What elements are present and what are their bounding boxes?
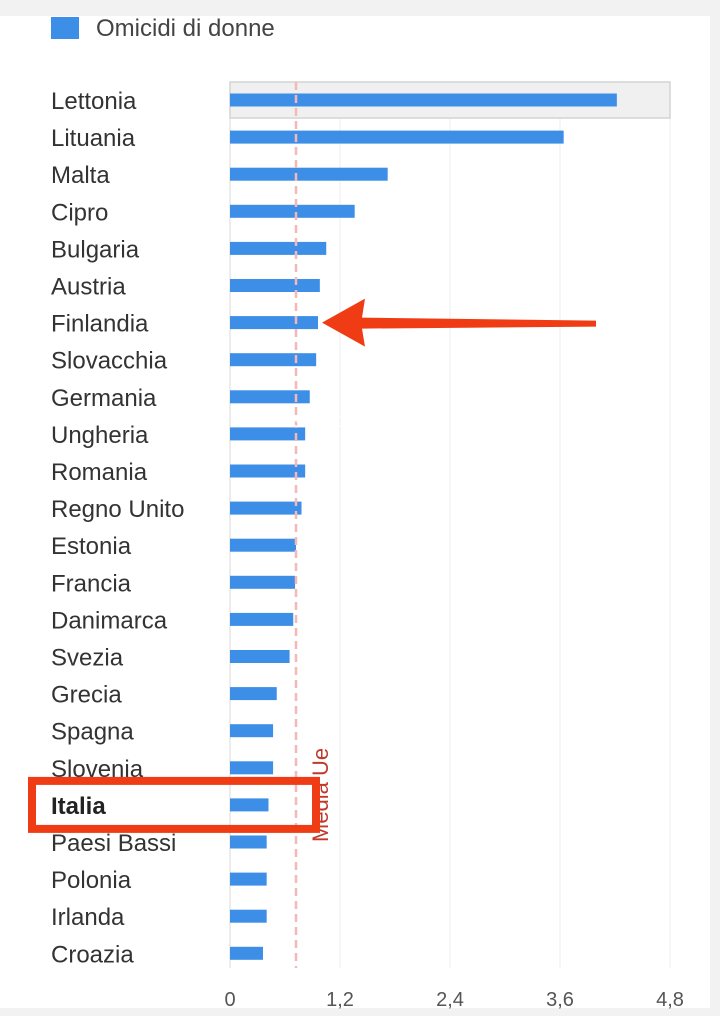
category-label-paesi-bassi: Paesi Bassi [51,830,176,857]
bar-romania [230,464,306,478]
x-tick-labels: 0 1,2 2,4 3,6 4,8 [224,989,683,1011]
bar-grecia [230,687,277,701]
x-tick-label: 4,8 [656,989,684,1011]
gridlines [229,84,671,968]
category-label-danimarca: Danimarca [51,607,168,634]
bars [230,93,617,960]
annotations [28,298,596,833]
bar-spagna [230,724,274,738]
bar-polonia [230,872,267,886]
bar-croazia [230,946,263,960]
bar-finlandia [230,316,318,330]
category-label-croazia: Croazia [51,941,134,968]
bar-germania [230,390,310,404]
watermark-text: Inserisci il testo [276,410,413,432]
bar-lituania [230,130,564,144]
bar-lettonia [230,93,617,107]
bar-slovacchia [230,353,317,367]
category-label-ungheria: Ungheria [51,422,149,449]
bar-slovenia [230,761,274,775]
bar-bulgaria [230,241,327,255]
category-label-malta: Malta [51,162,110,189]
category-label-irlanda: Irlanda [51,904,125,931]
bar-danimarca [230,612,294,626]
category-label-lettonia: Lettonia [51,88,137,115]
category-label-austria: Austria [51,274,126,301]
category-label-romania: Romania [51,459,148,486]
category-label-germania: Germania [51,385,157,412]
category-label-finlandia: Finlandia [51,311,149,338]
bar-francia [230,575,296,589]
bar-ungheria [230,427,306,441]
bar-regno-unito [230,501,302,515]
x-tick-label: 1,2 [326,989,354,1011]
legend-label: Omicidi di donne [96,15,275,42]
legend-swatch [51,17,79,39]
bar-italia [230,798,269,812]
category-label-polonia: Polonia [51,867,132,894]
annotation-arrow [322,298,596,347]
bar-malta [230,167,388,181]
category-label-slovacchia: Slovacchia [51,348,168,375]
x-tick-label: 2,4 [436,989,464,1011]
category-label-regno-unito: Regno Unito [51,496,184,523]
category-label-lituania: Lituania [51,125,136,152]
x-tick-label: 0 [224,989,235,1011]
category-labels: Lettonia Lituania Malta Cipro Bulgaria Austri… [51,88,184,968]
bar-svezia [230,650,290,663]
category-label-svezia: Svezia [51,645,124,672]
legend: Omicidi di donne [51,15,275,42]
x-tick-label: 3,6 [546,989,574,1011]
category-label-spagna: Spagna [51,719,134,746]
annotation-box [28,776,320,833]
category-label-estonia: Estonia [51,533,132,560]
category-label-francia: Francia [51,570,132,597]
bar-paesi-bassi [230,835,267,849]
bar-estonia [230,538,296,552]
bar-cipro [230,204,355,218]
bar-irlanda [230,909,267,923]
category-label-bulgaria: Bulgaria [51,236,140,263]
category-label-cipro: Cipro [51,199,108,226]
category-label-grecia: Grecia [51,682,122,709]
bar-austria [230,279,320,292]
category-label-italia: Italia [51,793,106,820]
chart-panel [0,16,710,1008]
